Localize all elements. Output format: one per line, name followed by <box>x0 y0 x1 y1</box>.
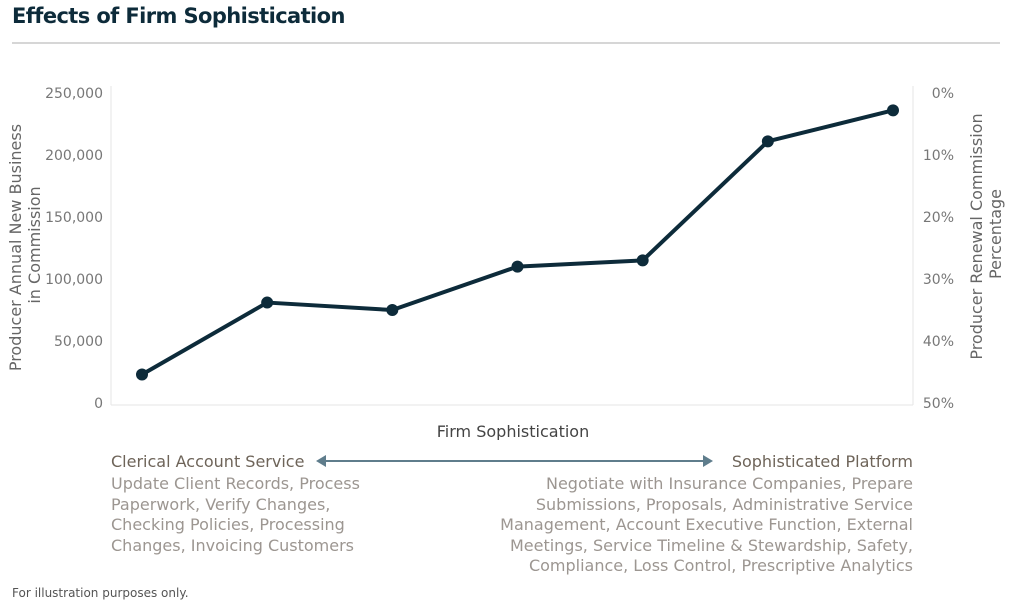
left-y-tick-label: 0 <box>94 396 103 412</box>
clerical-description: Update Client Records, Process Paperwork… <box>111 474 360 555</box>
right-y-tick-label: 0% <box>932 86 954 102</box>
data-point <box>386 304 399 316</box>
clerical-heading: Clerical Account Service <box>111 452 305 471</box>
data-point <box>261 296 274 309</box>
line-chart: 0 50,000 100,000 150,000 200,000 250,000 0% 10… <box>6 86 1005 440</box>
sophisticated-description: Negotiate with Insurance Companies, Prep… <box>500 474 913 575</box>
data-point <box>887 104 899 117</box>
sophisticated-heading: Sophisticated Platform <box>731 452 913 471</box>
right-y-tick-label: 30% <box>923 272 954 288</box>
right-y-tick-labels: 0% 10% 20% 30% 40% 50% <box>923 86 954 412</box>
left-y-tick-label: 250,000 <box>45 86 103 102</box>
title-divider <box>12 42 1000 44</box>
chart-title: Effects of Firm Sophistication <box>12 4 345 28</box>
right-y-tick-label: 10% <box>923 148 954 164</box>
data-point <box>636 254 649 267</box>
right-y-tick-label: 40% <box>923 334 954 350</box>
x-axis-title: Firm Sophistication <box>437 422 589 440</box>
right-y-tick-label: 50% <box>923 396 954 412</box>
left-axis-title: Producer Annual New Business in Commissi… <box>6 119 44 371</box>
right-axis-title: Producer Renewal Commission Percentage <box>967 108 1005 359</box>
data-point <box>761 135 774 148</box>
left-y-tick-label: 50,000 <box>54 334 103 350</box>
footnote: For illustration purposes only. <box>12 586 189 600</box>
data-points <box>136 104 899 381</box>
left-y-tick-labels: 0 50,000 100,000 150,000 200,000 250,000 <box>45 86 103 412</box>
left-y-tick-label: 100,000 <box>45 272 103 288</box>
data-point <box>511 260 524 273</box>
left-y-tick-label: 150,000 <box>45 210 103 226</box>
data-point <box>136 368 148 381</box>
right-y-tick-label: 20% <box>923 210 954 226</box>
left-y-tick-label: 200,000 <box>45 148 103 164</box>
